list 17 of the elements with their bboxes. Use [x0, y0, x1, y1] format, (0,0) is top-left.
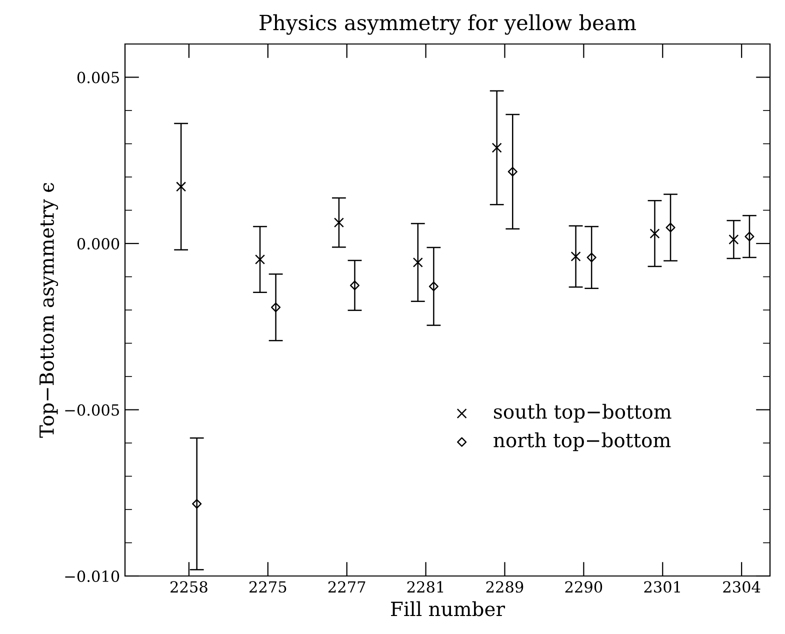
x-tick-label: 2290 [565, 581, 602, 593]
x-axis-title: Fill number [391, 601, 506, 616]
y-tick-label: 0.000 [77, 238, 120, 250]
x-tick-label: 2275 [249, 581, 286, 593]
x-tick-label: 2258 [170, 581, 208, 593]
y-tick-label: −0.010 [65, 570, 120, 582]
legend-label: north top−bottom [494, 432, 671, 452]
x-tick-label: 2281 [407, 581, 444, 593]
y-axis-title: Top−Bottom asymmetry ϵ [40, 182, 58, 438]
x-tick-label: 2289 [486, 581, 524, 593]
x-tick-label: 2277 [328, 581, 366, 592]
x-tick-label: 2301 [644, 581, 680, 593]
y-tick-label: 0.005 [77, 72, 119, 84]
y-tick-label: −0.005 [65, 404, 119, 416]
chart-title: Physics asymmetry for yellow beam [260, 14, 636, 35]
legend-label: south top−bottom [494, 404, 672, 423]
x-tick-label: 2304 [723, 581, 760, 593]
